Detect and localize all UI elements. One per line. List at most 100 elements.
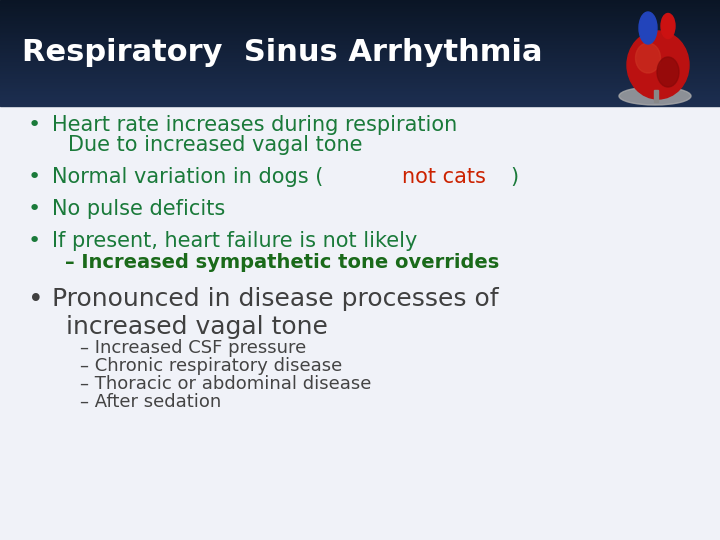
Bar	[0, 62, 720, 64]
Bar	[0, 26, 720, 28]
Text: – After sedation: – After sedation	[80, 393, 221, 411]
Bar	[0, 13, 720, 15]
Text: – Increased CSF pressure: – Increased CSF pressure	[80, 339, 306, 357]
Bar	[0, 16, 720, 18]
Bar	[0, 104, 720, 105]
Text: No pulse deficits: No pulse deficits	[52, 199, 225, 219]
Bar	[0, 47, 720, 49]
Bar	[0, 1, 720, 3]
Bar	[0, 83, 720, 84]
Text: ): )	[510, 167, 518, 187]
Bar	[0, 33, 720, 35]
Ellipse shape	[639, 12, 657, 44]
Bar	[0, 51, 720, 53]
Bar	[0, 46, 720, 48]
Ellipse shape	[627, 31, 689, 99]
Bar	[0, 37, 720, 38]
Bar	[0, 73, 720, 75]
Bar	[0, 71, 720, 73]
Bar	[0, 18, 720, 20]
Bar	[0, 67, 720, 69]
Bar	[0, 85, 720, 87]
Bar	[0, 0, 720, 2]
Text: – Chronic respiratory disease: – Chronic respiratory disease	[80, 357, 342, 375]
Text: not cats: not cats	[402, 167, 486, 187]
Text: •: •	[28, 287, 44, 313]
Text: Pronounced in disease processes of: Pronounced in disease processes of	[52, 287, 499, 311]
Bar	[0, 105, 720, 540]
Bar	[0, 42, 720, 44]
Bar	[0, 101, 720, 103]
Bar	[0, 36, 720, 37]
Bar	[0, 60, 720, 62]
Bar	[0, 63, 720, 65]
Bar	[0, 88, 720, 90]
Bar	[0, 75, 720, 77]
Bar	[0, 19, 720, 22]
Bar	[0, 96, 720, 98]
Bar	[0, 91, 720, 92]
Text: •: •	[28, 199, 41, 219]
Text: •: •	[28, 115, 41, 135]
Bar	[0, 8, 720, 10]
Bar	[0, 10, 720, 12]
Bar	[0, 21, 720, 23]
Bar	[654, 90, 658, 102]
Bar	[0, 77, 720, 79]
Bar	[0, 76, 720, 78]
Bar	[0, 15, 720, 16]
Bar	[0, 45, 720, 46]
Ellipse shape	[661, 14, 675, 38]
Bar	[0, 64, 720, 66]
Ellipse shape	[657, 57, 679, 87]
Text: Normal variation in dogs (: Normal variation in dogs (	[52, 167, 323, 187]
Bar	[0, 70, 720, 71]
Bar	[0, 57, 720, 58]
Bar	[0, 52, 720, 55]
Text: – Thoracic or abdominal disease: – Thoracic or abdominal disease	[80, 375, 372, 393]
Bar	[0, 4, 720, 6]
Bar	[0, 50, 720, 52]
Bar	[0, 25, 720, 27]
Bar	[0, 80, 720, 82]
Bar	[0, 68, 720, 70]
Bar	[0, 59, 720, 61]
Text: •: •	[28, 231, 41, 251]
Bar	[0, 55, 720, 57]
Text: – Increased sympathetic tone overrides: – Increased sympathetic tone overrides	[65, 253, 499, 272]
Bar	[0, 30, 720, 32]
Bar	[0, 94, 720, 96]
Bar	[0, 9, 720, 11]
Bar	[0, 49, 720, 50]
Text: Due to increased vagal tone: Due to increased vagal tone	[68, 135, 362, 155]
Bar	[0, 29, 720, 31]
Bar	[0, 39, 720, 41]
Bar	[0, 12, 720, 14]
Ellipse shape	[619, 87, 691, 105]
Bar	[0, 92, 720, 93]
Bar	[0, 43, 720, 45]
Bar	[0, 72, 720, 74]
Bar	[0, 34, 720, 36]
Bar	[0, 24, 720, 25]
Text: If present, heart failure is not likely: If present, heart failure is not likely	[52, 231, 418, 251]
Bar	[0, 38, 720, 40]
Text: Respiratory  Sinus Arrhythmia: Respiratory Sinus Arrhythmia	[22, 38, 542, 67]
Bar	[0, 6, 720, 9]
Bar	[0, 40, 720, 43]
Bar	[0, 17, 720, 19]
Bar	[0, 97, 720, 99]
Bar	[0, 98, 720, 100]
Text: Heart rate increases during respiration: Heart rate increases during respiration	[52, 115, 457, 135]
Bar	[0, 103, 720, 104]
Bar	[0, 86, 720, 89]
Bar	[0, 3, 720, 4]
Text: increased vagal tone: increased vagal tone	[66, 315, 328, 339]
Bar	[0, 31, 720, 33]
Bar	[0, 54, 720, 56]
Bar	[0, 82, 720, 83]
Bar	[0, 84, 720, 86]
Bar	[0, 5, 720, 7]
Bar	[0, 58, 720, 59]
Bar	[0, 93, 720, 95]
